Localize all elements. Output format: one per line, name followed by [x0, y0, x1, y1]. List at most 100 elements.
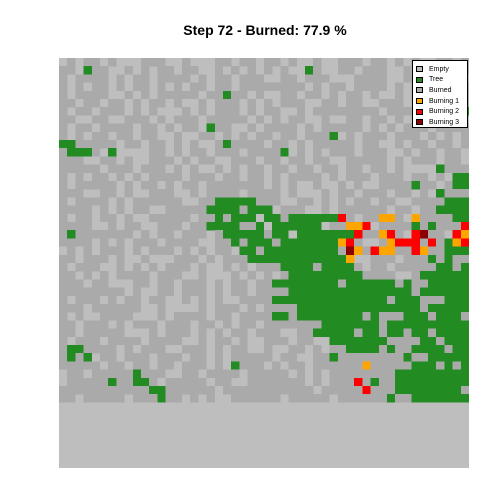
grid-cell [59, 189, 68, 198]
grid-cell [182, 263, 191, 272]
grid-cell [116, 254, 125, 264]
grid-cell [165, 377, 174, 387]
grid-cell [313, 287, 322, 296]
grid-cell [173, 254, 183, 264]
grid-cell [173, 82, 183, 91]
grid-cell [296, 263, 306, 272]
grid-cell [141, 386, 150, 395]
grid-cell [206, 90, 215, 100]
grid-cell [337, 394, 347, 403]
grid-cell [411, 312, 420, 321]
grid-cell [296, 336, 306, 346]
grid-cell [346, 361, 355, 370]
grid-cell [337, 197, 347, 206]
grid-cell [264, 238, 273, 247]
grid-cell [403, 131, 412, 141]
grid-cell [59, 140, 68, 149]
grid-cell [141, 230, 150, 239]
grid-cell [280, 205, 289, 214]
grid-cell [370, 279, 379, 288]
grid-cell [370, 164, 379, 173]
grid-cell [165, 189, 174, 198]
grid-cell [91, 230, 101, 239]
grid-cell [411, 304, 420, 313]
grid-cell [255, 197, 265, 206]
grid-cell [124, 345, 133, 354]
grid-cell [313, 361, 322, 370]
grid-cell [255, 361, 265, 370]
grid-cell [411, 345, 420, 354]
grid-cell [460, 279, 470, 288]
grid-cell [198, 148, 207, 157]
grid-cell [264, 328, 273, 337]
grid-cell [247, 353, 256, 362]
grid-cell [378, 320, 388, 329]
grid-cell [305, 246, 314, 255]
grid-cell [206, 181, 215, 190]
grid-cell [91, 345, 101, 354]
grid-cell [354, 230, 363, 239]
grid-cell [198, 246, 207, 255]
grid-cell [428, 271, 437, 280]
grid-cell [296, 246, 306, 255]
grid-cell [460, 140, 470, 149]
grid-cell [436, 353, 445, 362]
grid-cell [149, 213, 158, 223]
grid-cell [444, 246, 453, 255]
grid-cell [378, 197, 388, 206]
grid-cell [378, 336, 388, 346]
grid-cell [59, 394, 68, 403]
grid-cell [132, 140, 142, 149]
grid-cell [272, 123, 281, 132]
grid-cell [329, 164, 338, 173]
grid-cell [378, 74, 388, 83]
grid-cell [337, 66, 347, 75]
grid-cell [157, 140, 166, 149]
grid-cell [75, 238, 84, 247]
grid-cell [198, 172, 207, 182]
grid-cell [149, 172, 158, 182]
grid-cell [255, 222, 265, 231]
grid-cell [460, 361, 470, 370]
grid-cell [67, 205, 76, 214]
grid-cell [444, 213, 453, 223]
grid-cell [321, 205, 330, 214]
grid-cell [239, 197, 248, 206]
grid-cell [190, 164, 199, 173]
grid-cell [67, 140, 76, 149]
grid-cell [354, 156, 363, 165]
grid-cell [108, 222, 117, 231]
grid-cell [157, 386, 166, 395]
grid-cell [370, 345, 379, 354]
grid-cell [444, 148, 453, 157]
grid-cell [272, 246, 281, 255]
grid-cell [444, 254, 453, 264]
grid-cell [428, 222, 437, 231]
grid-cell [108, 287, 117, 296]
grid-cell [124, 377, 133, 387]
grid-cell [428, 213, 437, 223]
grid-cell [59, 148, 68, 157]
grid-cell [280, 312, 289, 321]
grid-cell [255, 189, 265, 198]
grid-cell [59, 361, 68, 370]
grid-cell [460, 230, 470, 239]
grid-cell [239, 213, 248, 223]
grid-cell [214, 140, 224, 149]
grid-cell [403, 328, 412, 337]
grid-cell [362, 148, 371, 157]
grid-cell [362, 197, 371, 206]
grid-cell [395, 394, 404, 403]
grid-cell [411, 386, 420, 395]
grid-cell [419, 213, 429, 223]
grid-cell [452, 295, 461, 305]
grid-cell [157, 336, 166, 346]
grid-cell [460, 271, 470, 280]
grid-cell [100, 271, 109, 280]
grid-cell [247, 107, 256, 116]
grid-cell [67, 66, 76, 75]
grid-cell [206, 205, 215, 214]
grid-cell [296, 361, 306, 370]
grid-cell [296, 156, 306, 165]
grid-cell [346, 123, 355, 132]
